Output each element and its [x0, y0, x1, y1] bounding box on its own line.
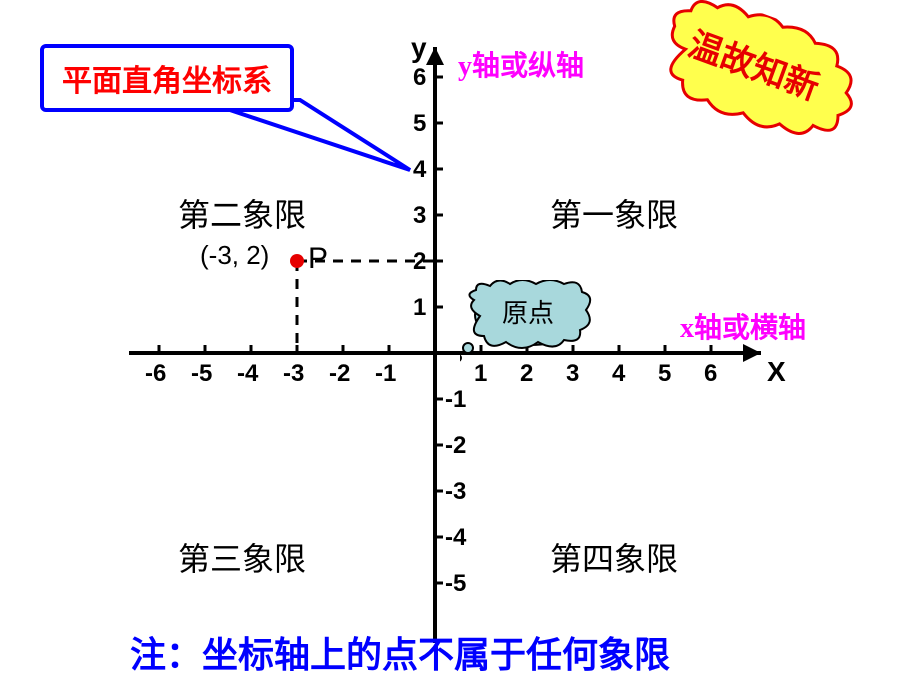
svg-text:-3: -3 — [445, 478, 466, 505]
svg-text:-2: -2 — [445, 432, 466, 459]
svg-text:-2: -2 — [329, 360, 350, 387]
origin-bubble: 原点 — [460, 280, 600, 370]
svg-text:-5: -5 — [191, 360, 212, 387]
svg-text:-4: -4 — [445, 524, 467, 551]
svg-text:-1: -1 — [375, 360, 396, 387]
quadrant-4-label: 第四象限 — [550, 534, 678, 580]
svg-text:3: 3 — [413, 202, 426, 229]
origin-label: 原点 — [502, 299, 554, 328]
point-p-coords: (-3, 2) — [200, 240, 269, 271]
title-callout: 平面直角坐标系 — [40, 44, 294, 112]
svg-text:4: 4 — [413, 156, 427, 183]
quadrant-1-label: 第一象限 — [550, 190, 678, 236]
ticks-group: -6-5-4-3-2-1123456123456-1-2-3-4-5 — [145, 64, 717, 597]
svg-text:-4: -4 — [237, 360, 259, 387]
callout-text: 平面直角坐标系 — [62, 65, 272, 98]
svg-text:y: y — [411, 32, 427, 63]
quadrant-3-label: 第三象限 — [178, 534, 306, 580]
quadrant-2-label: 第二象限 — [178, 190, 306, 236]
svg-text:-1: -1 — [445, 386, 466, 413]
footer-note: 注：坐标轴上的点不属于任何象限 — [130, 626, 670, 678]
svg-text:4: 4 — [612, 360, 626, 387]
svg-text:5: 5 — [658, 360, 671, 387]
svg-text:6: 6 — [704, 360, 717, 387]
svg-text:1: 1 — [413, 294, 426, 321]
point-p-name: P — [308, 242, 328, 276]
y-axis-name: y轴或纵轴 — [458, 44, 584, 84]
x-axis-name: x轴或横轴 — [680, 306, 806, 346]
svg-text:6: 6 — [413, 64, 426, 91]
svg-text:-3: -3 — [283, 360, 304, 387]
svg-text:5: 5 — [413, 110, 426, 137]
svg-text:-5: -5 — [445, 570, 466, 597]
svg-text:-6: -6 — [145, 360, 166, 387]
svg-text:X: X — [767, 356, 786, 387]
point-p — [290, 254, 304, 268]
